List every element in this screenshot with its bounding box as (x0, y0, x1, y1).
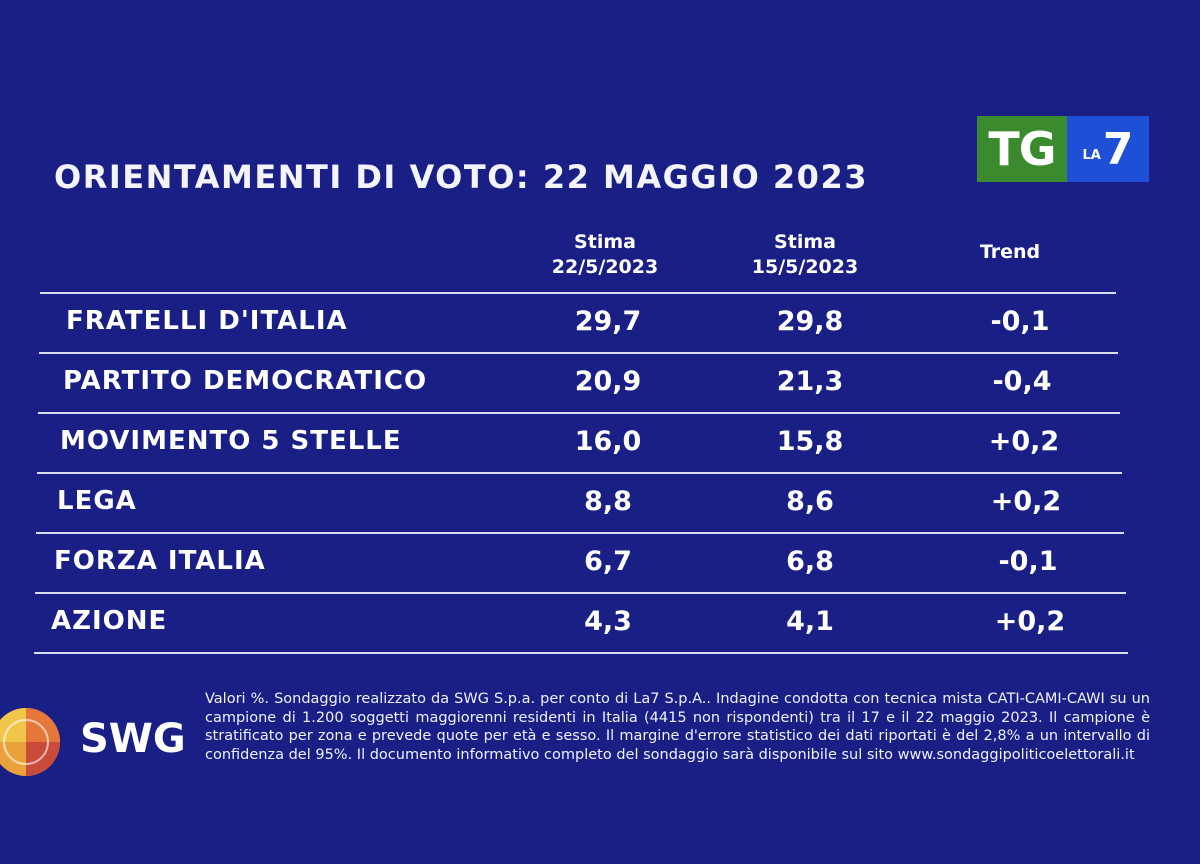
stima-15-value: 29,8 (776, 306, 844, 337)
party-name: MOVIMENTO 5 STELLE (60, 426, 402, 456)
column-header-line2: 22/5/2023 (551, 256, 659, 278)
trend-value: +0,2 (994, 606, 1066, 637)
methodology-note: Valori %. Sondaggio realizzato da SWG S.… (205, 691, 1150, 763)
row-divider (37, 472, 1122, 474)
row-divider (40, 292, 1116, 294)
row-divider (39, 352, 1118, 354)
swg-logo (0, 700, 200, 780)
row-divider (38, 412, 1120, 414)
stima-22-value: 8,8 (584, 486, 632, 517)
trend-value: +0,2 (988, 426, 1060, 457)
stima-22-value: 6,7 (584, 546, 632, 577)
la7-logo-seven: 7 (1102, 123, 1134, 175)
column-header-line2: 15/5/2023 (751, 256, 859, 278)
stima-22-value: 16,0 (574, 426, 642, 457)
stima-22-value: 29,7 (574, 306, 642, 337)
party-name: FRATELLI D'ITALIA (66, 306, 348, 336)
party-name: AZIONE (51, 606, 168, 636)
tg-logo-text: TG (977, 116, 1067, 182)
tg-la7-logo: TG LA 7 (977, 116, 1149, 182)
party-name: FORZA ITALIA (54, 546, 266, 576)
row-divider (36, 532, 1124, 534)
row-divider (35, 592, 1126, 594)
column-header-stima-22: Stima 22/5/2023 (530, 230, 680, 280)
stima-15-value: 15,8 (776, 426, 844, 457)
column-header-line1: Stima (574, 231, 636, 253)
swg-globe-icon (0, 708, 60, 776)
trend-value: +0,2 (990, 486, 1062, 517)
party-name: LEGA (57, 486, 137, 516)
stima-22-value: 20,9 (574, 366, 642, 397)
trend-value: -0,4 (992, 366, 1052, 397)
stima-15-value: 6,8 (786, 546, 834, 577)
swg-logo-text: SWG (80, 716, 186, 762)
row-divider (34, 652, 1128, 654)
stima-15-value: 21,3 (776, 366, 844, 397)
column-header-stima-15: Stima 15/5/2023 (730, 230, 880, 280)
stima-15-value: 4,1 (786, 606, 834, 637)
stima-22-value: 4,3 (584, 606, 632, 637)
column-header-trend: Trend (950, 240, 1070, 265)
trend-value: -0,1 (990, 306, 1050, 337)
column-header-line1: Trend (979, 241, 1041, 263)
stima-15-value: 8,6 (786, 486, 834, 517)
column-header-line1: Stima (774, 231, 836, 253)
trend-value: -0,1 (998, 546, 1058, 577)
la7-logo-la: LA (1082, 147, 1101, 163)
la7-logo: LA 7 (1067, 116, 1149, 182)
chart-title: ORIENTAMENTI DI VOTO: 22 MAGGIO 2023 (54, 158, 868, 196)
party-name: PARTITO DEMOCRATICO (63, 366, 428, 396)
